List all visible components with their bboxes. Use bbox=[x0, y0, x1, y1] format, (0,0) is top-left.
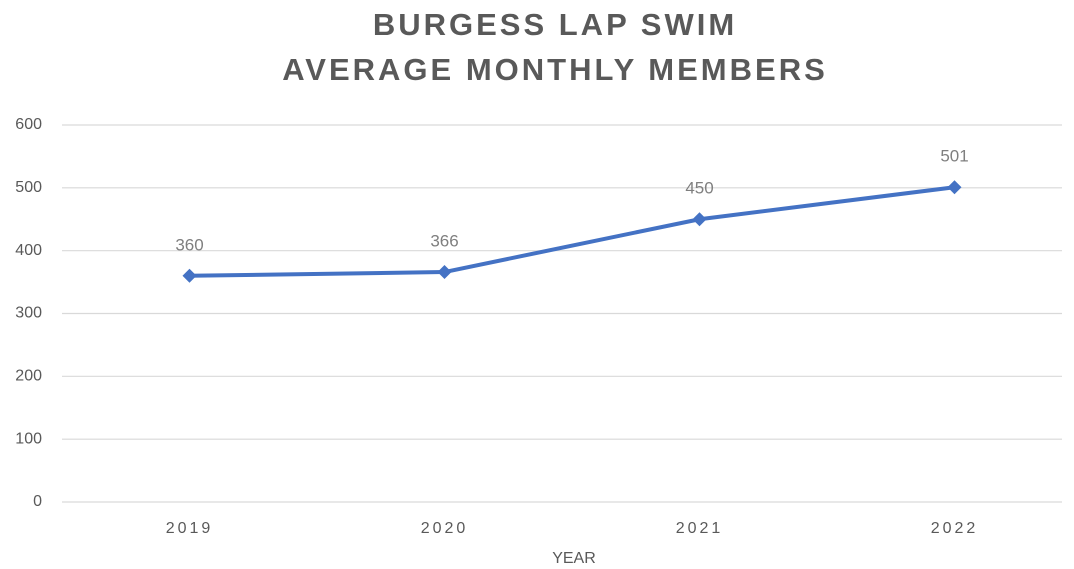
y-tick-label: 200 bbox=[15, 368, 42, 385]
data-label: 360 bbox=[175, 235, 203, 254]
data-label: 366 bbox=[430, 232, 458, 251]
chart-subtitle: AVERAGE MONTHLY MEMBERS bbox=[282, 52, 828, 87]
data-label: 501 bbox=[940, 147, 968, 166]
x-tick-label: 2020 bbox=[421, 520, 469, 537]
y-tick-label: 0 bbox=[33, 493, 42, 510]
x-axis-label: YEAR bbox=[552, 550, 596, 567]
y-tick-label: 600 bbox=[15, 116, 42, 133]
y-tick-label: 500 bbox=[15, 179, 42, 196]
chart-title: BURGESS LAP SWIM bbox=[373, 7, 737, 42]
marker bbox=[182, 268, 197, 283]
y-tick-label: 400 bbox=[15, 242, 42, 259]
marker bbox=[437, 265, 452, 280]
y-tick-label: 100 bbox=[15, 430, 42, 447]
line bbox=[189, 185, 955, 278]
y-tick-label: 300 bbox=[15, 305, 42, 322]
data-label: 450 bbox=[685, 179, 713, 198]
marker bbox=[692, 212, 707, 227]
marker bbox=[947, 180, 962, 195]
x-tick-label: 2021 bbox=[676, 520, 724, 537]
x-tick-label: 2019 bbox=[166, 520, 214, 537]
x-tick-label: 2022 bbox=[931, 520, 979, 537]
